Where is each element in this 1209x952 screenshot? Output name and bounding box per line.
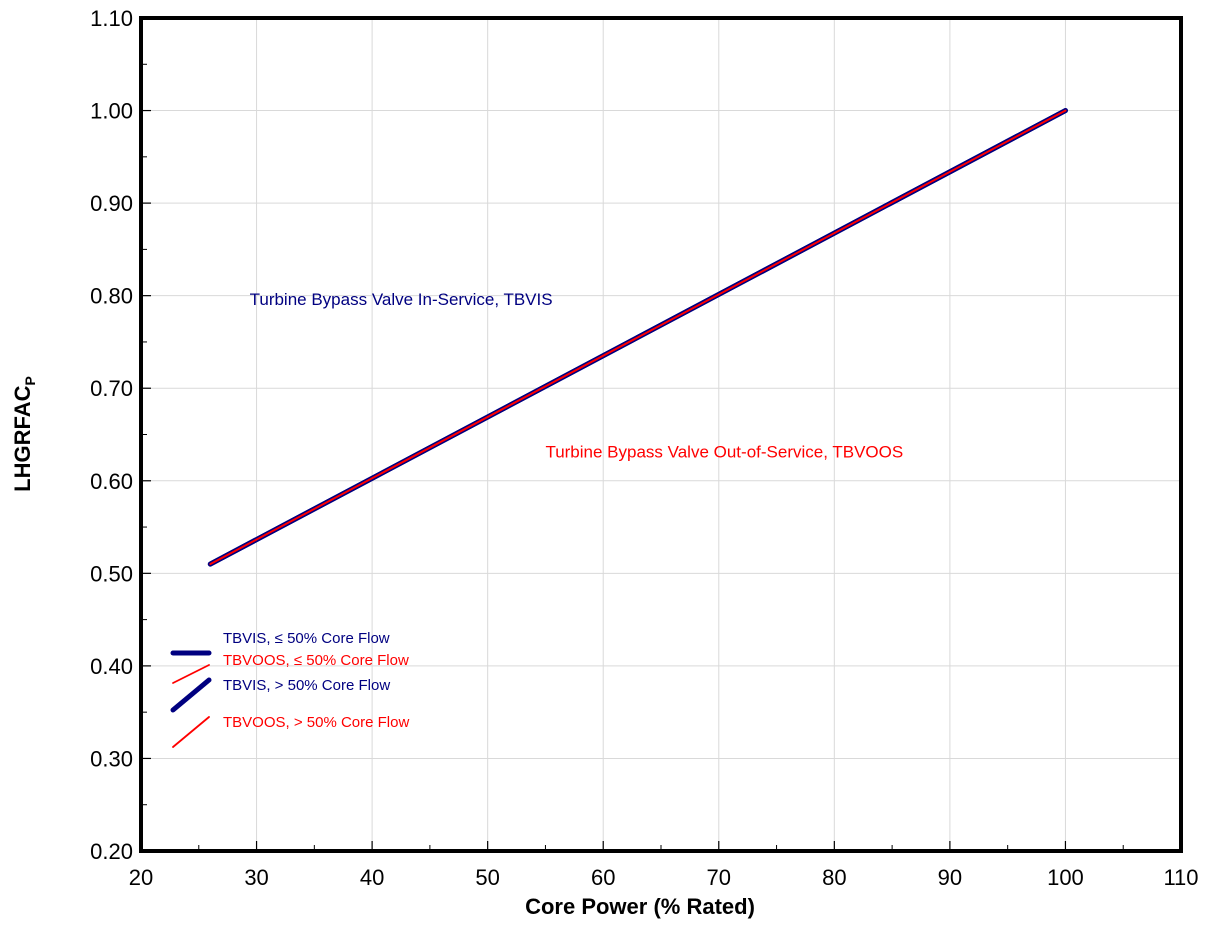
y-axis-title-main: LHGRFAC [10,385,35,491]
y-tick-label: 0.30 [90,746,133,771]
x-tick-label: 60 [591,865,615,890]
x-tick-label: 20 [129,865,153,890]
series-line [209,109,1067,565]
x-tick-label: 90 [938,865,962,890]
gridlines [141,18,1181,851]
y-tick-label: 1.00 [90,99,133,124]
legend-label: TBVOOS, > 50% Core Flow [223,714,409,731]
x-tick-label: 30 [244,865,268,890]
annotations: Turbine Bypass Valve In-Service, TBVIS Tu… [250,290,904,462]
x-tick-label: 80 [822,865,846,890]
legend-label: TBVIS, ≤ 50% Core Flow [223,630,390,647]
y-tick-label: 0.70 [90,376,133,401]
legend-label: TBVOOS, ≤ 50% Core Flow [223,652,409,669]
x-tick-label: 110 [1163,865,1198,890]
y-tick-label: 0.80 [90,284,133,309]
y-axis-title: LHGRFACP [10,376,38,492]
x-tick-label: 70 [707,865,731,890]
y-tick-label: 0.90 [90,191,133,216]
series-lines [207,108,1068,567]
y-tick-label: 1.10 [90,6,133,31]
y-tick-label: 0.60 [90,469,133,494]
y-tick-label: 0.40 [90,654,133,679]
x-tick-label: 100 [1047,865,1084,890]
legend-swatch [170,677,212,713]
x-tick-label: 50 [475,865,499,890]
y-tick-labels: 0.20 0.30 0.40 0.50 0.60 0.70 0.80 0.90 1.00 1.10 [90,6,133,864]
annotation-label: Turbine Bypass Valve In-Service, TBVIS [250,290,553,309]
x-tick-label: 40 [360,865,384,890]
legend-swatch [172,716,210,748]
axis-ticks [140,17,1182,852]
legend-label: TBVIS, > 50% Core Flow [223,677,390,694]
annotation-label: Turbine Bypass Valve Out-of-Service, TBV… [545,443,903,462]
legend: TBVIS, ≤ 50% Core Flow TBVOOS, ≤ 50% Core… [170,630,409,748]
x-tick-labels: 20 30 40 50 60 70 80 90 100 110 [129,865,1199,890]
x-axis-title: Core Power (% Rated) [525,894,755,919]
y-axis-title-subscript: P [22,376,38,385]
y-tick-label: 0.50 [90,561,133,586]
y-tick-label: 0.20 [90,839,133,864]
legend-swatch [172,664,210,684]
